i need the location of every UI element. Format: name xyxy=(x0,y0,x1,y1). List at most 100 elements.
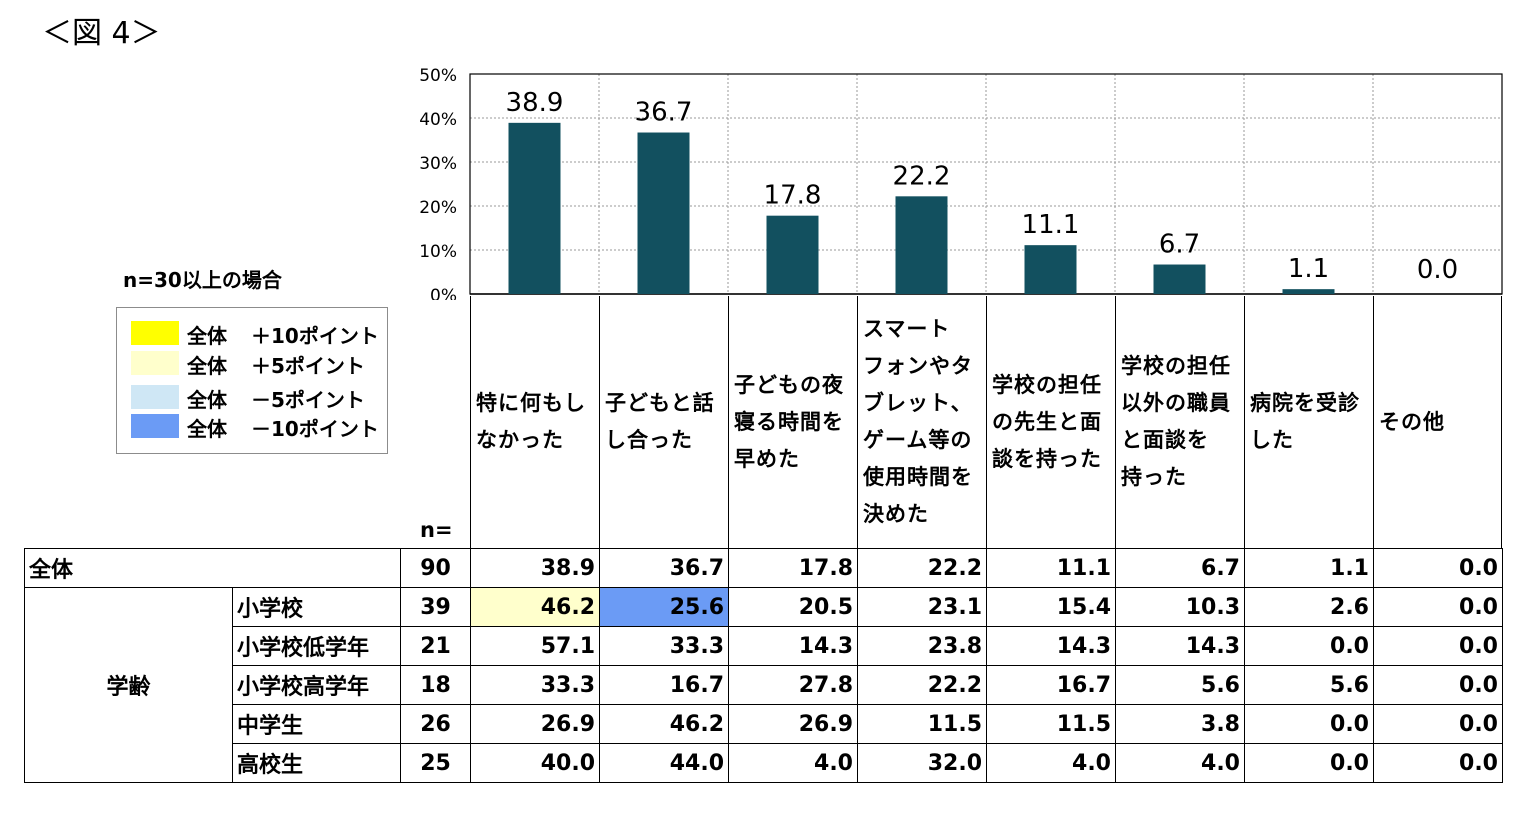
value-cell: 11.1 xyxy=(986,548,1116,588)
value-cell: 17.8 xyxy=(728,548,858,588)
value-cell: 57.1 xyxy=(470,626,600,666)
column-header-text: 学校の担任 の先生と面 談を持った xyxy=(992,372,1102,471)
legend-diff: －10ポイント xyxy=(251,417,379,441)
value-cell: 0.0 xyxy=(1373,743,1503,783)
value-cell: 0.0 xyxy=(1373,587,1503,627)
row-label: 中学生 xyxy=(232,704,401,744)
value-cell: 22.2 xyxy=(857,548,987,588)
value-cell: 15.4 xyxy=(986,587,1116,627)
column-header-text: その他 xyxy=(1379,409,1445,434)
bar-value-label: 36.7 xyxy=(635,98,693,128)
row-label: 全体 xyxy=(24,548,401,588)
bar-chart: 0% 10% 20% 30% 40% 50% 38.9 36.7 17.8 22.2 11.1 6.7… xyxy=(419,66,1503,300)
bar-value-label: 22.2 xyxy=(893,161,951,191)
column-header-text: 病院を受診 した xyxy=(1250,391,1360,452)
table-row: 小学校高学年 18 33.3 16.7 27.8 22.2 16.7 5.6 5.6 0.0 xyxy=(25,665,1503,705)
column-header: 子どもと話 し合った xyxy=(599,296,728,548)
value-cell: 46.2 xyxy=(599,704,729,744)
value-cell: 0.0 xyxy=(1244,743,1374,783)
data-table-body: 全体 90 38.9 36.7 17.8 22.2 11.1 6.7 1.1 0.0 学齢 小学校 39… xyxy=(24,548,1503,783)
legend-swatch xyxy=(131,351,179,375)
n-cell: 21 xyxy=(400,626,471,666)
row-label: 小学校低学年 xyxy=(232,626,401,666)
column-header-text: 子どもと話 し合った xyxy=(605,391,715,452)
n-cell: 90 xyxy=(400,548,471,588)
value-cell: 2.6 xyxy=(1244,587,1374,627)
legend-diff: ＋5ポイント xyxy=(251,354,365,378)
value-cell: 32.0 xyxy=(857,743,987,783)
bar xyxy=(895,196,948,294)
value-cell: 11.5 xyxy=(986,704,1116,744)
n-note: n=30以上の場合 xyxy=(123,268,282,292)
n-column-label: n= xyxy=(420,518,453,542)
bar xyxy=(1153,264,1206,294)
column-header: その他 xyxy=(1373,296,1502,548)
column-header-text: スマート フォンやタ ブレット、 ゲーム等の 使用時間を 決めた xyxy=(863,317,973,526)
legend-item-plus5: 全体 ＋5ポイント xyxy=(131,351,365,378)
bar xyxy=(1282,289,1335,294)
bar-value-label: 1.1 xyxy=(1288,254,1329,284)
table-row-total: 全体 90 38.9 36.7 17.8 22.2 11.1 6.7 1.1 0.0 xyxy=(24,548,1503,588)
table-row: 高校生 25 40.0 44.0 4.0 32.0 4.0 4.0 0.0 0.0 xyxy=(25,743,1503,783)
legend-label: 全体 xyxy=(187,324,227,348)
y-tick-label: 50% xyxy=(419,66,457,86)
value-cell: 4.0 xyxy=(986,743,1116,783)
bar-value-label: 0.0 xyxy=(1417,255,1458,285)
legend-swatch xyxy=(131,321,179,345)
value-cell: 0.0 xyxy=(1244,704,1374,744)
value-cell: 23.1 xyxy=(857,587,987,627)
column-header: スマート フォンやタ ブレット、 ゲーム等の 使用時間を 決めた xyxy=(857,296,986,548)
legend-label: 全体 xyxy=(187,388,227,412)
figure-title: ＜図 4＞ xyxy=(42,16,161,51)
column-header: 子どもの夜 寝る時間を 早めた xyxy=(728,296,857,548)
value-cell: 26.9 xyxy=(470,704,600,744)
value-cell: 20.5 xyxy=(728,587,858,627)
table-row: 小学校低学年 21 57.1 33.3 14.3 23.8 14.3 14.3 0.0 0.0 xyxy=(25,626,1503,666)
n-cell: 39 xyxy=(400,587,471,627)
row-label: 高校生 xyxy=(232,743,401,783)
value-cell: 25.6 xyxy=(599,587,729,627)
bar-value-label: 17.8 xyxy=(764,181,822,211)
bar-value-label: 11.1 xyxy=(1022,210,1080,240)
y-tick-label: 40% xyxy=(419,110,457,130)
legend-item-minus5: 全体 －5ポイント xyxy=(131,385,365,412)
value-cell: 33.3 xyxy=(470,665,600,705)
value-cell: 36.7 xyxy=(599,548,729,588)
legend-diff: －5ポイント xyxy=(251,388,365,412)
value-cell: 3.8 xyxy=(1115,704,1245,744)
y-tick-label: 30% xyxy=(419,154,457,174)
table-row: 中学生 26 26.9 46.2 26.9 11.5 11.5 3.8 0.0 0.0 xyxy=(25,704,1503,744)
group-label: 学齢 xyxy=(24,587,233,783)
table-row: 学齢 小学校 39 46.2 25.6 20.5 23.1 15.4 10.3 2.6 0.0 xyxy=(24,587,1503,783)
n-cell: 25 xyxy=(400,743,471,783)
column-header: 特に何もし なかった xyxy=(470,296,599,548)
value-cell: 1.1 xyxy=(1244,548,1374,588)
y-tick-label: 20% xyxy=(419,198,457,218)
value-cell: 44.0 xyxy=(599,743,729,783)
legend-diff: ＋10ポイント xyxy=(251,324,379,348)
value-cell: 5.6 xyxy=(1115,665,1245,705)
value-cell: 16.7 xyxy=(599,665,729,705)
value-cell: 10.3 xyxy=(1115,587,1245,627)
legend-item-minus10: 全体 －10ポイント xyxy=(131,414,379,441)
n-cell: 26 xyxy=(400,704,471,744)
bar-value-label: 6.7 xyxy=(1159,230,1200,260)
value-cell: 38.9 xyxy=(470,548,600,588)
legend-swatch xyxy=(131,414,179,438)
value-cell: 46.2 xyxy=(470,587,600,627)
row-label: 小学校 xyxy=(232,587,401,627)
value-cell: 11.5 xyxy=(857,704,987,744)
bar-value-label: 38.9 xyxy=(506,88,564,118)
column-header-text: 学校の担任 以外の職員 と面談を 持った xyxy=(1121,354,1231,489)
value-cell: 14.3 xyxy=(728,626,858,666)
n-cell: 18 xyxy=(400,665,471,705)
value-cell: 33.3 xyxy=(599,626,729,666)
y-tick-label: 0% xyxy=(430,286,457,300)
value-cell: 22.2 xyxy=(857,665,987,705)
column-header-text: 子どもの夜 寝る時間を 早めた xyxy=(734,372,844,471)
bar xyxy=(508,122,561,294)
value-cell: 26.9 xyxy=(728,704,858,744)
legend-label: 全体 xyxy=(187,417,227,441)
value-cell: 0.0 xyxy=(1373,548,1503,588)
legend-item-plus10: 全体 ＋10ポイント xyxy=(131,321,379,348)
